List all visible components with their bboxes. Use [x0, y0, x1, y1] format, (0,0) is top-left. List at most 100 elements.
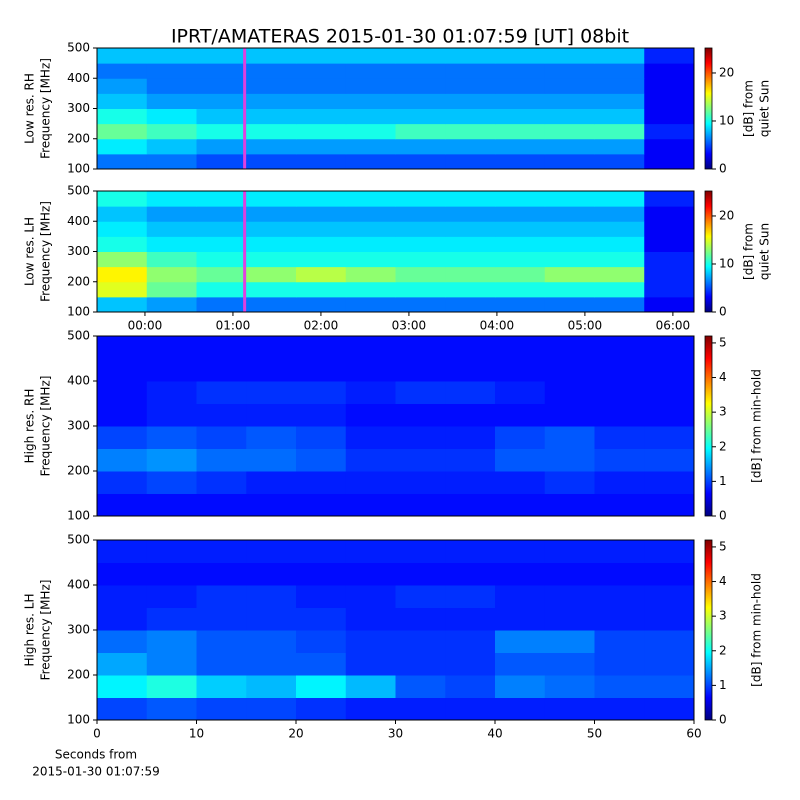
heatmap-cell [395, 471, 446, 494]
y-axis-label: Frequency [MHz] [39, 580, 53, 681]
heatmap-cell [594, 153, 645, 170]
heatmap-cell [644, 652, 695, 676]
heatmap-cell [97, 336, 148, 359]
heatmap-cell [246, 562, 297, 586]
heatmap-cell [296, 471, 347, 494]
heatmap-cell [296, 358, 347, 382]
heatmap-cell [196, 607, 247, 631]
heatmap-cell [445, 266, 496, 283]
heatmap-cell [246, 206, 297, 222]
heatmap-cell [395, 381, 446, 404]
heatmap-cell [544, 540, 595, 563]
heatmap-cell [544, 108, 595, 125]
heatmap-cell [196, 206, 247, 222]
heatmap-cell [196, 251, 247, 268]
heatmap-cell [246, 426, 297, 449]
heatmap-cell [345, 221, 396, 237]
heatmap-cell [644, 675, 695, 698]
heatmap-cell [345, 336, 396, 359]
heatmap-cell [544, 630, 595, 653]
heatmap-cell [345, 697, 396, 721]
heatmap-cell [445, 108, 496, 125]
heatmap-cell [495, 540, 546, 563]
heatmap-cell [97, 358, 148, 382]
heatmap-cell [644, 381, 695, 404]
heatmap-cell [544, 585, 595, 608]
heatmap-cell [495, 266, 546, 283]
heatmap-cell [246, 48, 297, 64]
heatmap-cell [345, 266, 396, 283]
heatmap-cell [345, 78, 396, 94]
heatmap-cell [544, 138, 595, 155]
heatmap-cell [544, 448, 595, 472]
heatmap-cell [445, 281, 496, 298]
heatmap-cell [445, 630, 496, 653]
heatmap-cell [296, 540, 347, 563]
heatmap-cell [644, 607, 695, 631]
heatmap-cell [246, 78, 297, 94]
heatmap-cell [544, 381, 595, 404]
heatmap-cell [146, 281, 197, 298]
heatmap-cell [594, 493, 645, 517]
heatmap-cell [544, 78, 595, 94]
x-tick-label: 40 [487, 727, 502, 741]
heatmap-cell [196, 336, 247, 359]
heatmap-cell [445, 78, 496, 94]
heatmap-cell [97, 426, 148, 449]
heatmap-cell [495, 652, 546, 676]
heatmap-cell [345, 403, 396, 427]
heatmap-cell [97, 78, 148, 94]
heatmap-cell [246, 471, 297, 494]
heatmap-cell [97, 585, 148, 608]
heatmap-cell [97, 108, 148, 125]
heatmap-cell [445, 607, 496, 631]
heatmap-cell [594, 206, 645, 222]
heatmap-cell [445, 138, 496, 155]
colorbar-label: [dB] from [742, 80, 756, 137]
heatmap-cell [97, 448, 148, 472]
heatmap-cell [196, 78, 247, 94]
heatmap-cell [594, 123, 645, 140]
heatmap-cell [246, 381, 297, 404]
x-tick-label: 02:00 [304, 319, 339, 333]
heatmap-cell [246, 266, 297, 283]
heatmap-cell [146, 78, 197, 94]
heatmap-cell [644, 585, 695, 608]
heatmap-cell [495, 607, 546, 631]
heatmap-cell [495, 296, 546, 313]
heatmap-cell [495, 426, 546, 449]
heatmap-cell [146, 697, 197, 721]
colorbar-tick-label: 3 [719, 405, 727, 419]
heatmap-cell [296, 221, 347, 237]
heatmap-cell [345, 191, 396, 207]
colorbar-tick-label: 20 [719, 208, 734, 222]
heatmap-cell [395, 206, 446, 222]
heatmap-cell [395, 562, 446, 586]
heatmap-cell [97, 296, 148, 313]
heatmap-cell [495, 381, 546, 404]
heatmap-cell [495, 206, 546, 222]
colorbar-tick-label: 20 [719, 65, 734, 79]
heatmap-cell [644, 471, 695, 494]
heatmap-cell [644, 358, 695, 382]
heatmap-cell [445, 675, 496, 698]
heatmap-cell [345, 138, 396, 155]
heatmap-cell [644, 562, 695, 586]
heatmap-cell [97, 191, 148, 207]
heatmap-cell [196, 697, 247, 721]
heatmap-cell [644, 296, 695, 313]
heatmap-cell [196, 48, 247, 64]
figure-title: IPRT/AMATERAS 2015-01-30 01:07:59 [UT] 0… [171, 26, 629, 48]
heatmap-cell [97, 48, 148, 64]
heatmap-cell [146, 403, 197, 427]
colorbar-label: quiet Sun [758, 223, 772, 280]
heatmap-cell [97, 63, 148, 79]
y-tick-label: 400 [67, 71, 90, 85]
heatmap-cell [146, 426, 197, 449]
heatmap-cell [296, 652, 347, 676]
heatmap-cell [544, 206, 595, 222]
heatmap-cell [594, 236, 645, 252]
heatmap-cell [544, 336, 595, 359]
heatmap-cell [246, 138, 297, 155]
